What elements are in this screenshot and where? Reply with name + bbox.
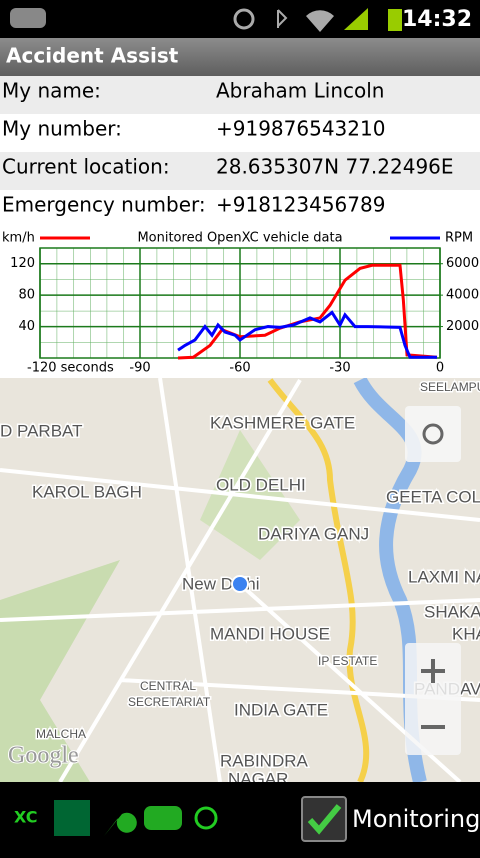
map-label: KHA [452, 624, 480, 643]
gps-icon [233, 8, 255, 30]
data-icon [54, 800, 90, 836]
info-row [0, 76, 480, 114]
y2-tick-label: 2000 [446, 319, 479, 334]
wifi-icon [306, 10, 334, 32]
row-label: Emergency number: [2, 193, 206, 217]
row-value: 28.635307N 77.22496E [216, 155, 454, 179]
app-bar [0, 38, 480, 76]
map-label: MALCHA [36, 727, 86, 741]
chart: -120 seconds -90 -60 -30 0 40 80 120 2000 4000 600… [2, 231, 479, 376]
info-row [0, 114, 480, 152]
my-location-button[interactable] [405, 406, 461, 462]
signal-icon [344, 8, 368, 30]
x-tick-label: -30 [329, 361, 350, 376]
my-location-icon [422, 423, 444, 445]
map-label: KASHMERE GATE [210, 413, 355, 432]
x-tick-label: -120 seconds [27, 361, 114, 376]
y-tick-label: 40 [18, 319, 35, 334]
map-label: MANDI HOUSE [210, 624, 330, 643]
row-label: My number: [2, 117, 122, 141]
map: D PARBAT KASHMERE GATE SEELAMPUR KAROL B… [0, 378, 480, 788]
row-value: +919876543210 [216, 117, 385, 141]
x-tick-label: -90 [129, 361, 150, 376]
map-label: D PARBAT [0, 421, 83, 440]
app-title: Accident Assist [6, 44, 179, 68]
zoom-in-button[interactable] [421, 659, 445, 683]
map-label: IP ESTATE [318, 654, 377, 668]
zoom-controls [405, 643, 461, 755]
ring-road [267, 378, 370, 782]
map-label: OLD DELHI [216, 475, 306, 494]
y-tick-label: 80 [18, 288, 35, 303]
plot-frame [39, 247, 441, 359]
legend-label: km/h [2, 231, 35, 246]
monitoring-label[interactable]: Monitoring [352, 805, 480, 833]
map-label: SECRETARIAT [128, 695, 211, 709]
map-label: INDIA GATE [234, 700, 328, 719]
map-label: GEETA COLO [386, 487, 480, 506]
series-line [177, 310, 437, 359]
y2-tick-label: 4000 [446, 288, 479, 303]
map-watermark: Google [8, 743, 79, 769]
checkmark [307, 804, 342, 835]
series-line [177, 263, 438, 360]
row-value: +918123456789 [216, 193, 385, 217]
map-label: SEELAMPUR [420, 380, 480, 394]
openxc-logo: XC [14, 808, 38, 827]
map-label: SHAKAR [424, 602, 480, 621]
row-value: Abraham Lincoln [216, 79, 384, 103]
map-label: KAROL BAGH [32, 482, 142, 501]
map-label: CENTRAL [140, 679, 196, 693]
monitoring-checkbox[interactable] [301, 796, 347, 842]
info-row [0, 190, 480, 228]
legend-label: RPM [445, 231, 473, 246]
bluetooth-icon [277, 9, 288, 28]
map-label: RABINDRA [220, 751, 309, 770]
clock: 14:32 [402, 7, 472, 32]
map-label: LAXMI NA [408, 567, 480, 586]
battery-icon [388, 9, 402, 31]
info-rows: My name: Abraham Lincoln My number: +919876… [0, 76, 480, 228]
probe-icon [104, 812, 137, 836]
x-tick-label: 0 [436, 361, 444, 376]
row-label: My name: [2, 79, 101, 103]
road [0, 378, 480, 782]
car-icon [10, 8, 46, 28]
y-tick-label: 120 [10, 256, 35, 271]
park [0, 560, 120, 782]
map-label: NAGAR [228, 769, 288, 788]
info-row [0, 152, 480, 190]
y2-tick-label: 6000 [446, 256, 479, 271]
map-label: DARIYA GANJ [258, 524, 369, 543]
x-tick-label: -60 [229, 361, 250, 376]
location-dot [231, 575, 249, 593]
gps-icon [194, 806, 218, 830]
chart-title: Monitored OpenXC vehicle data [137, 231, 342, 246]
row-label: Current location: [2, 155, 170, 179]
car-icon [144, 806, 182, 830]
